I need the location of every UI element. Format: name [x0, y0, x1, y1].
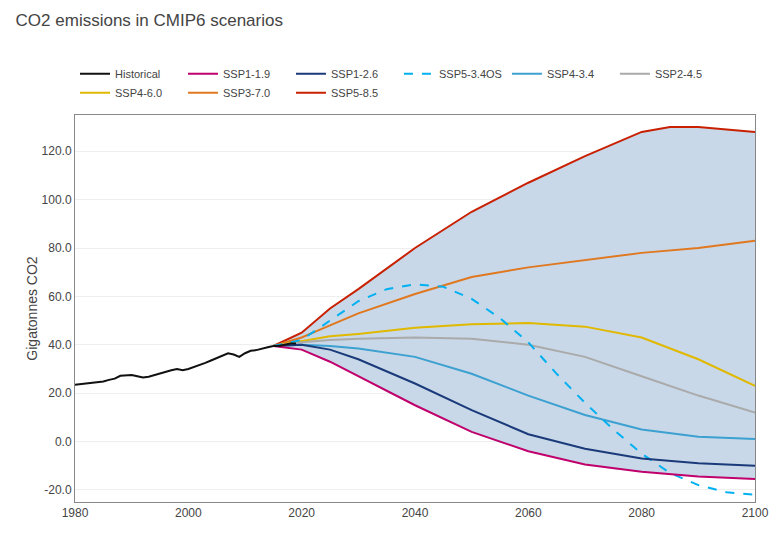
- svg-text:40.0: 40.0: [48, 338, 72, 352]
- svg-text:100.0: 100.0: [42, 193, 72, 207]
- svg-text:SSP2-4.5: SSP2-4.5: [655, 68, 702, 80]
- svg-text:SSP5-3.4OS: SSP5-3.4OS: [439, 68, 502, 80]
- svg-text:2000: 2000: [175, 506, 202, 520]
- svg-text:SSP4-3.4: SSP4-3.4: [547, 68, 594, 80]
- svg-text:SSP5-8.5: SSP5-8.5: [331, 87, 378, 99]
- svg-text:80.0: 80.0: [48, 241, 72, 255]
- svg-text:60.0: 60.0: [48, 290, 72, 304]
- svg-text:SSP1-2.6: SSP1-2.6: [331, 68, 378, 80]
- svg-text:20.0: 20.0: [48, 386, 72, 400]
- svg-text:2080: 2080: [628, 506, 655, 520]
- svg-text:2100: 2100: [742, 506, 769, 520]
- svg-text:2060: 2060: [515, 506, 542, 520]
- svg-text:SSP4-6.0: SSP4-6.0: [115, 87, 162, 99]
- svg-text:SSP1-1.9: SSP1-1.9: [223, 68, 270, 80]
- svg-text:CO2 emissions in CMIP6 scenari: CO2 emissions in CMIP6 scenarios: [16, 11, 283, 30]
- svg-text:120.0: 120.0: [42, 144, 72, 158]
- svg-text:Gigatonnes CO2: Gigatonnes CO2: [24, 256, 40, 360]
- svg-text:Historical: Historical: [115, 68, 160, 80]
- svg-text:1980: 1980: [62, 506, 89, 520]
- svg-text:SSP3-7.0: SSP3-7.0: [223, 87, 270, 99]
- svg-text:2020: 2020: [288, 506, 315, 520]
- svg-text:0.0: 0.0: [55, 435, 72, 449]
- svg-text:2040: 2040: [402, 506, 429, 520]
- svg-text:-20.0: -20.0: [44, 483, 72, 497]
